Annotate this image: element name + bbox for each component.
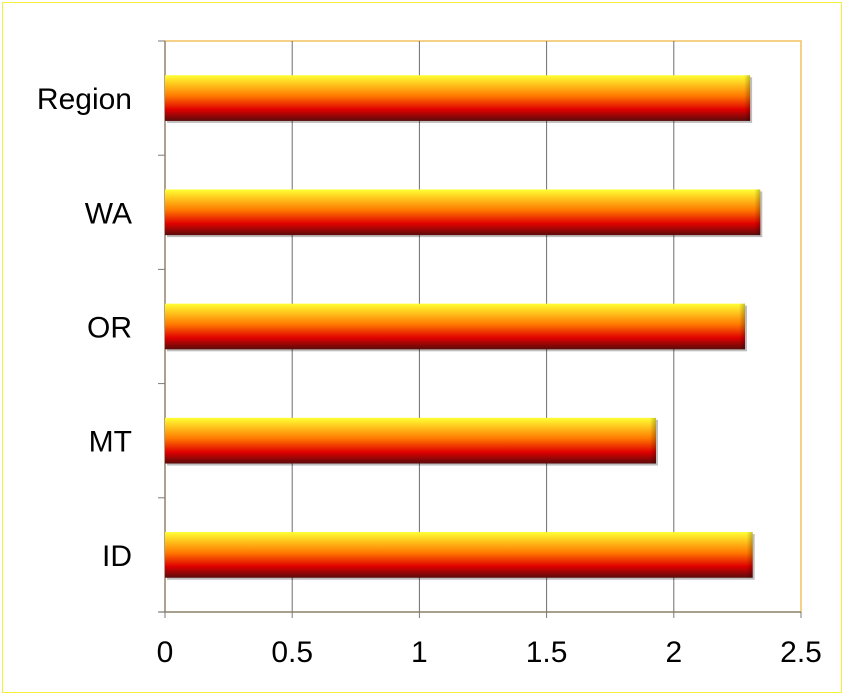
bar-group bbox=[165, 75, 753, 123]
y-tick-label: ID bbox=[102, 540, 132, 573]
x-tick-label: 0 bbox=[157, 636, 174, 669]
x-tick-label: 0.5 bbox=[271, 636, 313, 669]
plot-area: 0 0.5 1 1.5 2 2.5 Region WA OR MT ID bbox=[37, 40, 822, 669]
bar-end-shade bbox=[744, 75, 751, 121]
bar-group bbox=[165, 189, 763, 238]
bar-end-shade bbox=[739, 303, 746, 350]
bar-group bbox=[165, 303, 748, 352]
bar-end-shade bbox=[649, 417, 656, 464]
bar bbox=[165, 532, 753, 578]
bar bbox=[165, 303, 746, 350]
bar-group bbox=[165, 417, 658, 466]
x-tick-label: 1.5 bbox=[526, 636, 568, 669]
bar-end-shade bbox=[754, 189, 761, 236]
bar bbox=[165, 417, 656, 464]
y-tick-label: MT bbox=[89, 426, 132, 459]
x-tick-label: 2 bbox=[665, 636, 682, 669]
y-tick-label: WA bbox=[85, 197, 132, 230]
y-tick-label: OR bbox=[87, 312, 132, 345]
bar-chart: 0 0.5 1 1.5 2 2.5 Region WA OR MT ID bbox=[37, 40, 822, 669]
x-tick-label: 1 bbox=[411, 636, 428, 669]
bar-end-shade bbox=[746, 532, 753, 578]
y-tick-label: Region bbox=[37, 83, 132, 116]
bar bbox=[165, 75, 751, 121]
x-tick-label: 2.5 bbox=[780, 636, 822, 669]
bar bbox=[165, 189, 761, 236]
bar-group bbox=[165, 532, 755, 580]
